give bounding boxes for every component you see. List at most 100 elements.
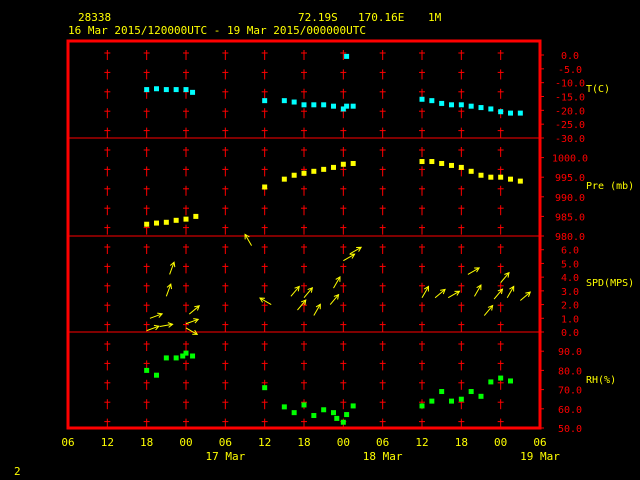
pres-point [183,216,189,222]
x-tick-label: 00 [179,436,192,449]
pres-point [350,160,356,166]
plot-frame [66,39,542,430]
longitude: 170.16E [358,11,405,24]
temp-tick-label: -20.0 [555,106,585,117]
rh-point [291,410,297,416]
rh-tick-label: 50.0 [558,424,582,435]
wind-arrow-head [192,329,199,335]
pres-point [419,159,425,165]
wind-arrow [303,287,313,299]
temp-point [291,99,297,105]
rh-point [458,396,464,402]
wind-arrow-head [440,288,446,295]
wind-arrow-head [166,283,173,290]
pres-point [301,170,307,176]
latitude: 72.19S [298,11,338,24]
wind-arrow [474,284,482,297]
wind-arrow [259,297,272,306]
pres-point [508,176,513,182]
pres-point [193,213,199,219]
temp-tick-label: -15.0 [555,93,585,104]
temp-point [190,89,196,95]
pres-point [478,172,484,178]
temp-point [154,86,159,92]
wind-arrow-head [504,271,510,278]
temp-point [340,106,346,112]
rh-point [331,410,336,416]
x-tick-label: 06 [376,436,389,449]
rh-point [498,375,504,381]
wind-tick-label: 5.0 [561,259,579,270]
wind-tick-label: 1.0 [561,314,579,325]
wind-arrow [297,299,307,311]
wind-arrow-head [497,288,504,295]
wind-arrow [169,262,175,275]
wind-arrow [447,290,460,299]
rh-point [154,372,159,378]
temp-point [331,103,336,109]
wind-arrow [188,305,200,315]
x-tick-label: 18 [297,436,310,449]
rh-point [163,355,169,361]
temp-point [468,103,474,109]
wind-arrow-head [157,312,164,318]
page-number: 2 [14,465,21,478]
temp-panel-label: T(C) [586,84,610,95]
pres-point [291,172,297,178]
rh-point [321,407,327,413]
temp-point [344,103,350,109]
pres-point [517,178,523,184]
date-label: 19 Mar [520,450,560,463]
wind-arrow [421,286,429,298]
station-id: 28338 [78,11,112,24]
temp-point [344,53,350,59]
pres-point [488,174,494,180]
wind-arrow [349,246,362,255]
rh-point [488,379,494,385]
wind-arrow [329,294,339,305]
date-label: 17 Mar [205,450,245,463]
rh-point [478,393,484,399]
wind-arrow-head [294,285,300,292]
rh-tick-label: 60.0 [558,405,582,416]
temp-tick-label: -25.0 [555,120,585,131]
wind-arrow [185,318,199,325]
rh-point [429,398,435,404]
rh-point [311,413,317,419]
wind-arrow-head [525,291,532,297]
x-tick-label: 06 [533,436,546,449]
wind-arrow-head [333,293,340,300]
level: 1M [428,11,442,24]
wind-arrow [467,267,480,275]
pres-point [340,161,346,167]
temp-tick-label: -30.0 [555,134,585,145]
temp-point [458,102,464,108]
pres-point [281,176,287,182]
wind-arrow [343,253,355,262]
temp-point [311,102,317,108]
date-range: 16 Mar 2015/120000UTC - 19 Mar 2015/0000… [68,24,367,37]
wind-arrow-head [356,246,363,252]
pres-point [163,219,169,225]
pres-point [311,168,317,174]
temp-tick-label: -10.0 [555,79,585,90]
temp-point [173,87,179,93]
temp-point [508,110,513,116]
temp-point [478,105,484,111]
pres-tick-label: 980.0 [555,232,585,243]
wind-arrow [313,304,321,316]
wind-arrow [159,323,173,328]
wind-arrow-head [349,253,356,259]
temp-point [183,87,189,93]
rh-point [334,415,340,421]
temp-point [301,102,307,108]
wind-arrow-head [315,303,321,310]
wind-arrow-head [487,304,494,311]
wind-arrow-head [476,284,482,291]
wind-arrow [244,234,252,246]
wind-arrow-head [454,290,461,296]
x-tick-label: 00 [337,436,350,449]
pres-tick-label: 995.0 [555,173,585,184]
wind-arrow-head [474,267,481,273]
pres-tick-label: 1000.0 [552,154,588,165]
